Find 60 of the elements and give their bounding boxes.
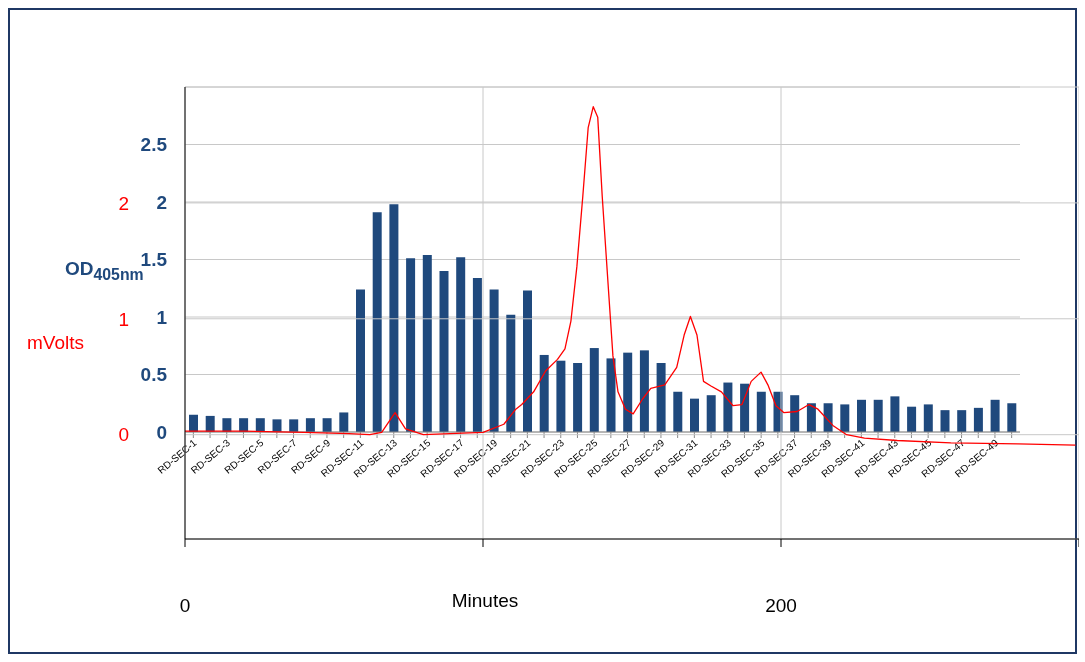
bar	[322, 418, 332, 432]
bar	[422, 254, 432, 432]
bar	[723, 382, 733, 432]
bar	[389, 204, 399, 432]
bar	[506, 314, 516, 432]
y-tick-label: 1.5	[140, 249, 168, 271]
bar	[823, 403, 833, 432]
bar	[305, 418, 315, 432]
x-axis-title: Minutes	[451, 590, 519, 612]
bar	[790, 395, 800, 432]
y-tick-label: 2	[156, 191, 167, 213]
bar	[656, 363, 666, 432]
bar	[439, 271, 449, 432]
bar	[639, 350, 649, 432]
bar	[840, 404, 850, 432]
y-tick-label: 1	[118, 308, 129, 330]
bar	[255, 418, 265, 432]
bar	[690, 398, 699, 432]
bar	[356, 289, 365, 432]
bar	[907, 406, 917, 432]
bar	[857, 399, 866, 432]
y-axis-title: mVolts	[27, 332, 85, 354]
bar	[606, 358, 616, 432]
bar	[289, 419, 299, 432]
bar	[890, 396, 900, 432]
bar	[957, 410, 967, 432]
bar	[940, 410, 950, 432]
bar	[406, 258, 416, 432]
bar	[205, 415, 215, 432]
bar	[756, 391, 766, 432]
bar	[873, 399, 883, 432]
bar	[1007, 403, 1017, 432]
bar	[189, 414, 198, 432]
bar	[472, 277, 482, 432]
bar	[539, 354, 549, 432]
y-tick-label: 2	[118, 192, 129, 214]
bar	[589, 348, 599, 432]
x-tick-label: 200	[765, 595, 797, 617]
bar	[706, 395, 716, 432]
bar	[523, 290, 532, 432]
bar	[623, 352, 633, 432]
bar	[990, 399, 1000, 432]
bar	[272, 419, 282, 432]
y-tick-label: 2.5	[140, 134, 168, 156]
bar	[673, 391, 683, 432]
bar	[339, 412, 349, 432]
bar	[489, 289, 499, 432]
bar	[556, 360, 566, 432]
bar	[573, 363, 583, 432]
bar	[740, 383, 750, 432]
bar	[806, 403, 816, 432]
bar	[456, 257, 466, 432]
y-tick-label: 0.5	[140, 364, 168, 386]
y-tick-label: 1	[156, 306, 168, 328]
bar	[239, 418, 249, 432]
bar	[222, 418, 232, 432]
bar	[923, 404, 933, 432]
y-tick-label: 0	[156, 421, 167, 443]
bar	[973, 407, 983, 432]
bar	[372, 212, 382, 432]
